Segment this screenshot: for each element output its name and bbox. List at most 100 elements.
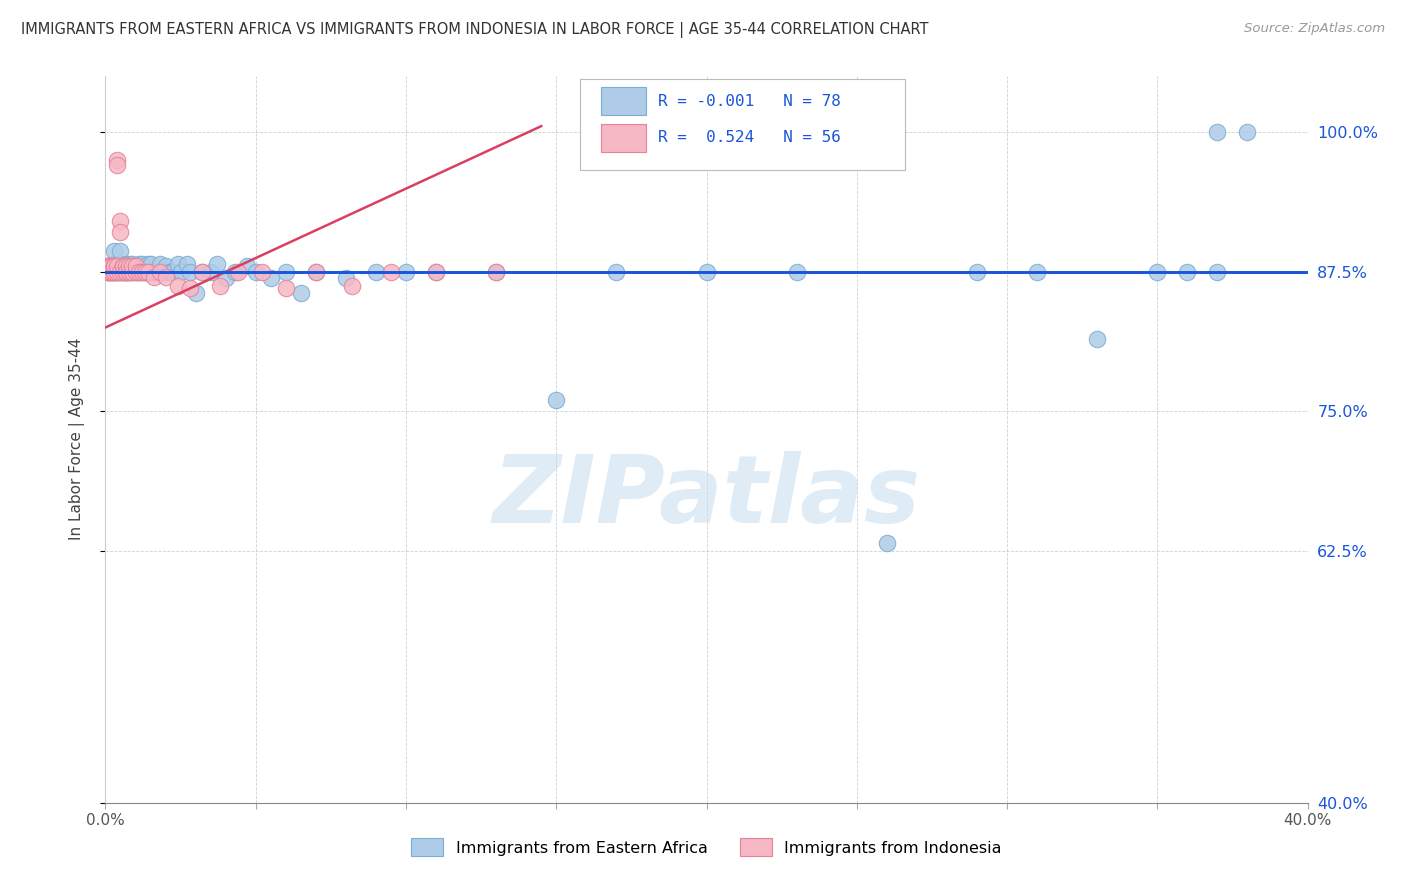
Point	[97, 264, 120, 278]
Point	[205, 257, 228, 271]
Point	[245, 264, 267, 278]
Point	[136, 264, 159, 278]
Point	[190, 264, 212, 278]
Point	[157, 264, 180, 278]
Point	[155, 270, 177, 285]
Point	[364, 264, 387, 278]
Point	[115, 259, 138, 273]
Point	[100, 259, 122, 273]
Point	[124, 264, 146, 278]
Point	[134, 259, 156, 273]
Point	[121, 257, 143, 271]
Point	[100, 264, 122, 278]
Point	[97, 259, 120, 273]
Point	[97, 259, 120, 273]
Point	[115, 257, 138, 271]
Point	[112, 259, 135, 273]
Point	[184, 285, 207, 300]
Point	[124, 264, 146, 278]
Point	[1026, 264, 1049, 278]
Point	[305, 264, 328, 278]
Point	[1085, 332, 1108, 346]
Point	[107, 158, 129, 172]
Point	[395, 264, 418, 278]
Text: IMMIGRANTS FROM EASTERN AFRICA VS IMMIGRANTS FROM INDONESIA IN LABOR FORCE | AGE: IMMIGRANTS FROM EASTERN AFRICA VS IMMIGR…	[21, 22, 928, 38]
Point	[200, 264, 222, 278]
Point	[142, 264, 165, 278]
Point	[131, 264, 153, 278]
Point	[107, 259, 129, 273]
Point	[110, 226, 132, 240]
Point	[190, 264, 212, 278]
Point	[100, 259, 122, 273]
Point	[160, 264, 183, 278]
Point	[179, 264, 201, 278]
Point	[128, 264, 150, 278]
Point	[112, 259, 135, 273]
Point	[214, 271, 236, 285]
Point	[1175, 264, 1198, 278]
Point	[110, 264, 132, 278]
Point	[139, 257, 162, 271]
Point	[103, 259, 125, 273]
Point	[110, 244, 132, 259]
Point	[274, 264, 297, 278]
Point	[136, 257, 159, 271]
Point	[121, 264, 143, 278]
Point	[696, 264, 718, 278]
Point	[152, 264, 174, 278]
Point	[112, 264, 135, 278]
Point	[169, 264, 191, 278]
Point	[100, 264, 122, 278]
Point	[115, 264, 138, 278]
Point	[425, 264, 447, 278]
Point	[208, 279, 231, 293]
Point	[121, 264, 143, 278]
Point	[128, 257, 150, 271]
Point	[110, 214, 132, 228]
Point	[100, 264, 122, 278]
Point	[103, 264, 125, 278]
Text: R =  0.524   N = 56: R = 0.524 N = 56	[658, 130, 841, 145]
Point	[786, 264, 808, 278]
Point	[97, 264, 120, 278]
Point	[166, 279, 188, 293]
Point	[224, 264, 246, 278]
Point	[100, 259, 122, 273]
Point	[176, 257, 198, 271]
Point	[136, 264, 159, 278]
Point	[128, 264, 150, 278]
FancyBboxPatch shape	[600, 87, 647, 115]
Point	[260, 271, 283, 285]
Point	[115, 264, 138, 278]
Point	[148, 264, 170, 278]
Point	[103, 264, 125, 278]
Point	[118, 264, 141, 278]
Point	[110, 264, 132, 278]
Point	[118, 259, 141, 273]
Point	[118, 264, 141, 278]
Point	[134, 264, 156, 278]
Point	[115, 264, 138, 278]
Point	[131, 264, 153, 278]
Point	[107, 153, 129, 167]
Point	[97, 259, 120, 273]
Point	[380, 264, 402, 278]
Text: ZIPatlas: ZIPatlas	[492, 451, 921, 543]
Point	[107, 259, 129, 273]
Point	[112, 264, 135, 278]
Text: R = -0.001   N = 78: R = -0.001 N = 78	[658, 94, 841, 109]
Point	[1206, 264, 1229, 278]
Point	[1236, 125, 1258, 139]
Point	[131, 257, 153, 271]
Point	[1206, 125, 1229, 139]
Point	[107, 264, 129, 278]
Point	[274, 281, 297, 295]
Point	[179, 281, 201, 295]
Point	[124, 264, 146, 278]
Point	[305, 264, 328, 278]
Point	[107, 264, 129, 278]
Point	[250, 264, 273, 278]
Point	[290, 285, 312, 300]
Point	[112, 259, 135, 273]
